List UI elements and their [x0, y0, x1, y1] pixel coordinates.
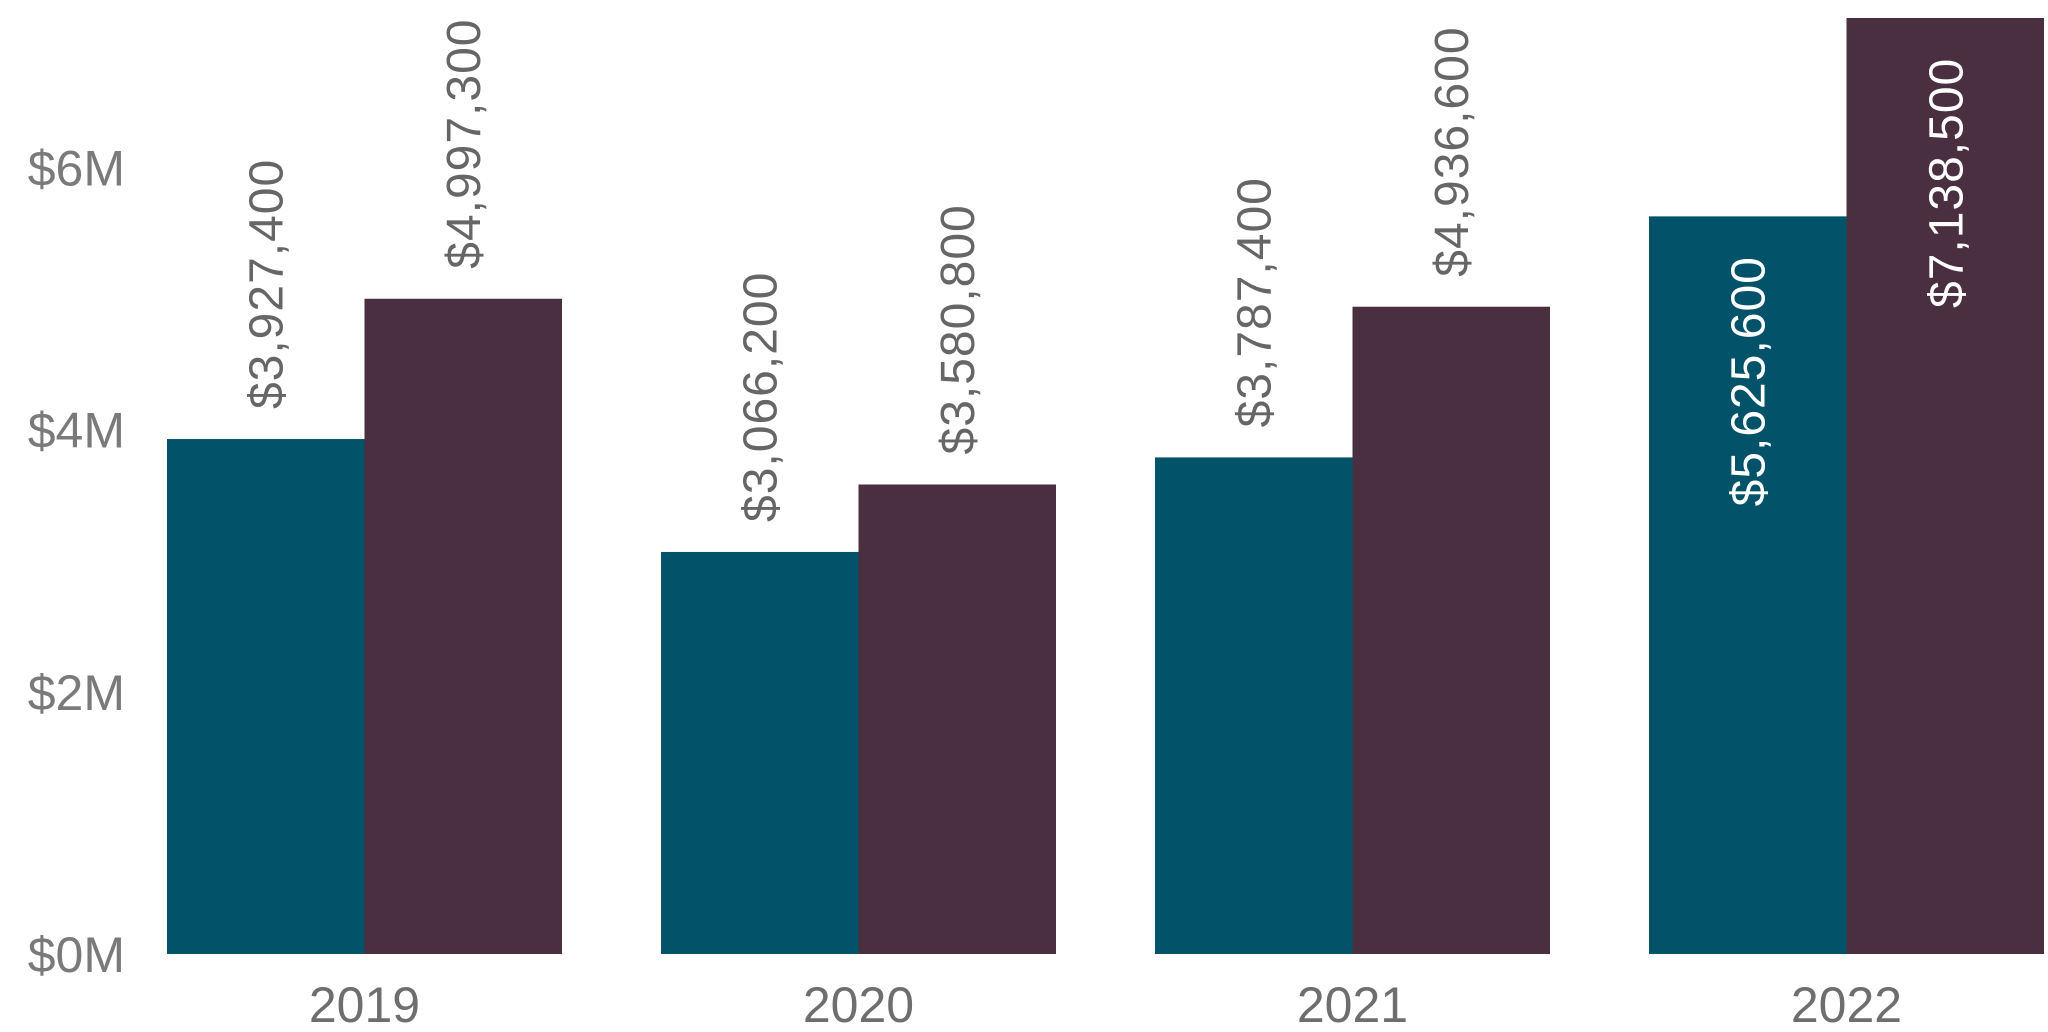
- data-label-2022-series-2: $7,138,500: [1920, 58, 1973, 308]
- x-tick-label: 2022: [1791, 977, 1902, 1032]
- data-label-2021-series-1: $3,787,400: [1229, 177, 1282, 427]
- data-label-2022-series-1: $5,625,600: [1723, 256, 1776, 506]
- y-tick-label: $4M: [28, 403, 125, 459]
- y-tick-label: $2M: [28, 665, 125, 721]
- bar-2022-series-2: [1846, 18, 2044, 954]
- data-label-2019-series-2: $4,997,300: [438, 19, 491, 269]
- bar-2019-series-1: [167, 439, 365, 954]
- data-label-2021-series-2: $4,936,600: [1426, 26, 1479, 276]
- y-tick-label: $6M: [28, 140, 125, 196]
- y-axis: $0M $2M $4M $6M: [28, 140, 125, 983]
- data-labels: $3,927,400 $4,997,300 $3,066,200 $3,580,800…: [241, 19, 1974, 522]
- bar-2020-series-2: [858, 484, 1056, 954]
- bar-area: [167, 18, 2044, 954]
- bar-2022-series-1: [1649, 216, 1847, 954]
- x-axis: 2019 2020 2021 2022: [309, 977, 1902, 1032]
- x-tick-label: 2021: [1297, 977, 1408, 1032]
- bar-2021-series-1: [1155, 457, 1353, 954]
- bar-2021-series-2: [1352, 306, 1550, 954]
- bar-2019-series-2: [364, 298, 562, 954]
- bar-2020-series-1: [661, 551, 859, 954]
- data-label-2019-series-1: $3,927,400: [241, 159, 294, 409]
- data-label-2020-series-1: $3,066,200: [735, 272, 788, 522]
- data-label-2020-series-2: $3,580,800: [932, 204, 985, 454]
- x-tick-label: 2019: [309, 977, 420, 1032]
- x-tick-label: 2020: [803, 977, 914, 1032]
- y-tick-label: $0M: [28, 927, 125, 983]
